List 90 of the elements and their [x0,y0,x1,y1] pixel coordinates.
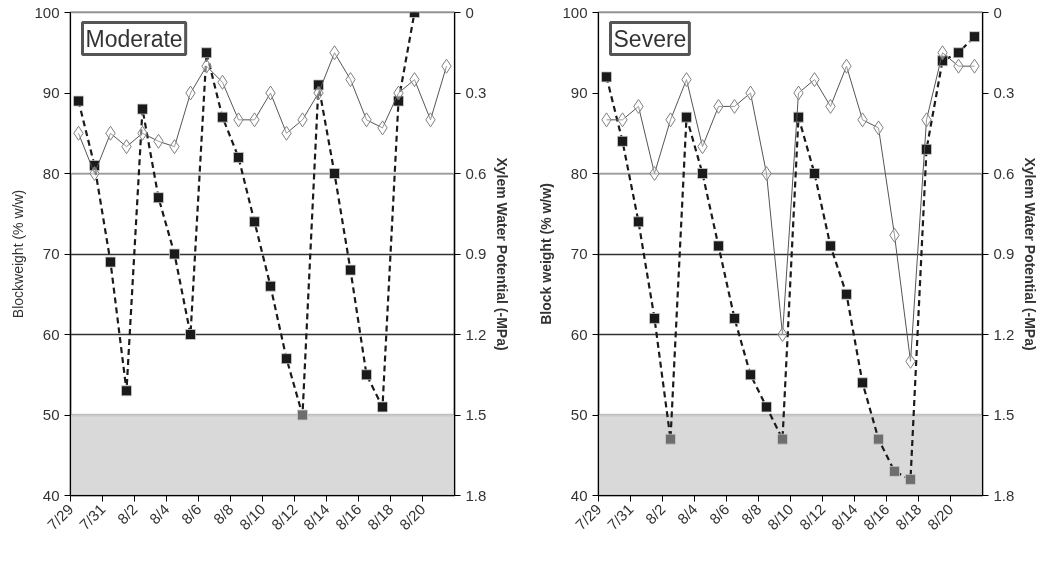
point [329,168,340,179]
y2-tick-label: 0.9 [465,245,487,262]
point [185,329,196,340]
y2-tick-label: 1.8 [465,486,487,504]
point [281,353,292,365]
x-tick-label: 8/4 [145,500,173,528]
point [681,111,692,123]
point [617,135,628,147]
y2-tick-label: 1.2 [465,325,487,343]
point [777,433,788,445]
y2-axis-title: Xylem Water Potential (-MPa) [494,157,511,351]
x-tick-label: 8/8 [209,500,237,528]
y-tick-label: 90 [42,84,60,101]
point [649,313,660,324]
point [153,192,164,204]
point [825,240,836,252]
y-tick-label: 80 [42,164,60,182]
y2-tick-label: 0.6 [465,164,487,182]
y-tick-label: 60 [570,325,588,343]
point [73,95,84,107]
point [713,240,724,252]
point [393,95,404,107]
point [121,385,132,397]
point [905,474,916,485]
y-tick-label: 50 [570,406,588,423]
y-tick-label: 100 [34,3,60,21]
y2-tick-label: 0.3 [465,84,487,101]
point [969,31,980,43]
x-tick-label: 8/8 [737,500,765,528]
y-tick-label: 60 [42,325,60,343]
x-tick-label: 7/31 [75,500,109,534]
point [745,369,756,381]
y2-tick-label: 0 [993,3,1002,21]
y2-tick-label: 1.5 [465,406,487,423]
y-tick-label: 70 [570,245,588,262]
x-tick-label: 8/6 [177,500,205,528]
point [761,166,772,181]
point [697,168,708,179]
x-tick-label: 8/20 [395,500,429,534]
point [377,401,388,413]
point [201,47,212,59]
point [137,103,148,115]
point [297,409,308,421]
text: Severe [613,25,687,52]
x-tick-label: 8/4 [673,500,701,528]
x-tick-label: 8/10 [235,500,269,534]
y2-tick-label: 0.3 [993,84,1015,101]
y2-tick-label: 0.9 [993,245,1015,262]
point [249,216,260,228]
y2-tick-label: 0 [465,3,474,21]
y2-tick-label: 1.8 [993,486,1015,504]
point [889,465,900,477]
x-tick-label: 8/10 [763,500,797,534]
point [953,47,964,59]
y2-tick-label: 1.5 [993,406,1015,423]
y-tick-label: 50 [42,406,60,423]
x-tick-label: 8/6 [705,500,733,528]
y2-axis-title: Xylem Water Potential (-MPa) [1022,157,1039,351]
y-axis-title: Block weight (% w/w) [538,183,555,325]
point [233,152,244,163]
point [649,166,660,181]
point [729,313,740,324]
y-axis-title: Blockweight (% w/w) [10,189,27,319]
y2-tick-label: 0.6 [993,164,1015,182]
x-tick-label: 8/20 [923,500,957,534]
y2-tick-label: 1.2 [993,325,1015,343]
y-tick-label: 90 [570,84,588,101]
point [265,280,276,292]
point [633,216,644,228]
x-tick-label: 7/31 [603,500,637,534]
point [841,288,852,300]
point [105,256,116,268]
x-tick-label: 8/2 [113,500,141,528]
point [873,433,884,445]
y-tick-label: 80 [570,164,588,182]
x-tick-label: 8/2 [641,500,669,528]
point [857,377,868,389]
y-tick-label: 70 [42,245,60,262]
point [601,71,612,83]
text: Moderate [85,25,183,52]
y-tick-label: 100 [562,3,588,21]
point [89,166,100,181]
point [169,248,180,260]
point [761,401,772,413]
point [361,369,372,381]
point [345,264,356,276]
point [777,327,788,342]
point [217,111,228,123]
point [809,168,820,179]
point [665,433,676,445]
